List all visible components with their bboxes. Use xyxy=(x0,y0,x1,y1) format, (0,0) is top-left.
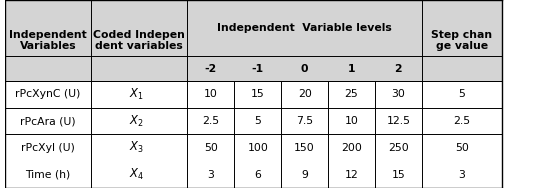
Text: 10: 10 xyxy=(345,116,359,126)
Bar xyxy=(6,161,91,188)
Text: 0: 0 xyxy=(301,64,309,74)
Bar xyxy=(281,161,328,188)
Bar xyxy=(6,81,91,108)
Text: 3: 3 xyxy=(458,170,465,180)
Text: 6: 6 xyxy=(255,170,261,180)
Text: Coded Indepen
dent variables: Coded Indepen dent variables xyxy=(93,30,185,51)
Bar xyxy=(234,56,281,81)
Bar xyxy=(422,56,502,81)
Bar xyxy=(234,81,281,108)
Text: 15: 15 xyxy=(392,170,405,180)
Text: 50: 50 xyxy=(455,143,469,153)
Bar xyxy=(91,134,188,161)
Text: 2: 2 xyxy=(394,64,402,74)
Bar xyxy=(375,56,422,81)
Bar xyxy=(328,56,375,81)
Text: 2.5: 2.5 xyxy=(453,116,471,126)
Text: 1: 1 xyxy=(348,64,355,74)
Bar xyxy=(422,161,502,188)
Text: 2.5: 2.5 xyxy=(202,116,219,126)
Text: rPcXynC (U): rPcXynC (U) xyxy=(16,89,81,99)
Text: -1: -1 xyxy=(252,64,264,74)
Bar xyxy=(422,108,502,134)
Text: 12: 12 xyxy=(345,170,358,180)
Bar xyxy=(6,0,91,56)
Bar xyxy=(281,134,328,161)
Bar xyxy=(281,108,328,134)
Text: rPcXyl (U): rPcXyl (U) xyxy=(21,143,75,153)
Text: 200: 200 xyxy=(341,143,362,153)
Text: $X_{2}$: $X_{2}$ xyxy=(129,114,144,129)
Text: Time (h): Time (h) xyxy=(26,170,71,180)
Text: 10: 10 xyxy=(204,89,218,99)
Bar xyxy=(91,56,188,81)
Text: 7.5: 7.5 xyxy=(296,116,313,126)
Bar xyxy=(234,161,281,188)
Bar xyxy=(375,108,422,134)
Text: 100: 100 xyxy=(247,143,268,153)
Text: Step chan
ge value: Step chan ge value xyxy=(431,30,492,51)
Bar xyxy=(91,81,188,108)
Bar xyxy=(91,0,188,56)
Bar xyxy=(188,161,234,188)
Text: $X_{4}$: $X_{4}$ xyxy=(129,167,144,182)
Bar xyxy=(91,161,188,188)
Bar xyxy=(328,108,375,134)
Bar xyxy=(188,56,234,81)
Bar xyxy=(188,81,234,108)
Text: $X_{1}$: $X_{1}$ xyxy=(129,87,144,102)
Text: 3: 3 xyxy=(207,170,214,180)
Bar xyxy=(375,161,422,188)
Text: 50: 50 xyxy=(204,143,218,153)
Bar xyxy=(6,56,91,81)
Text: 30: 30 xyxy=(392,89,405,99)
Text: 25: 25 xyxy=(345,89,358,99)
Bar xyxy=(375,134,422,161)
Bar xyxy=(422,81,502,108)
Text: 9: 9 xyxy=(301,170,308,180)
Bar xyxy=(328,161,375,188)
Bar xyxy=(188,108,234,134)
Bar xyxy=(328,81,375,108)
Text: rPcAra (U): rPcAra (U) xyxy=(21,116,76,126)
Bar xyxy=(375,81,422,108)
Text: 5: 5 xyxy=(255,116,261,126)
Bar xyxy=(188,134,234,161)
Bar xyxy=(188,0,422,56)
Bar xyxy=(281,56,328,81)
Bar xyxy=(328,134,375,161)
Text: 5: 5 xyxy=(458,89,465,99)
Text: Independent
Variables: Independent Variables xyxy=(9,30,87,51)
Bar xyxy=(6,108,91,134)
Text: 150: 150 xyxy=(294,143,315,153)
Text: 20: 20 xyxy=(297,89,311,99)
Text: $X_{3}$: $X_{3}$ xyxy=(129,140,144,155)
Text: 250: 250 xyxy=(388,143,409,153)
Bar xyxy=(234,134,281,161)
Text: 12.5: 12.5 xyxy=(387,116,411,126)
Text: -2: -2 xyxy=(205,64,217,74)
Bar xyxy=(234,108,281,134)
Bar xyxy=(281,81,328,108)
Text: 15: 15 xyxy=(251,89,265,99)
Text: Independent  Variable levels: Independent Variable levels xyxy=(217,23,392,33)
Bar xyxy=(6,134,91,161)
Bar xyxy=(422,134,502,161)
Bar xyxy=(91,108,188,134)
Bar xyxy=(422,0,502,56)
